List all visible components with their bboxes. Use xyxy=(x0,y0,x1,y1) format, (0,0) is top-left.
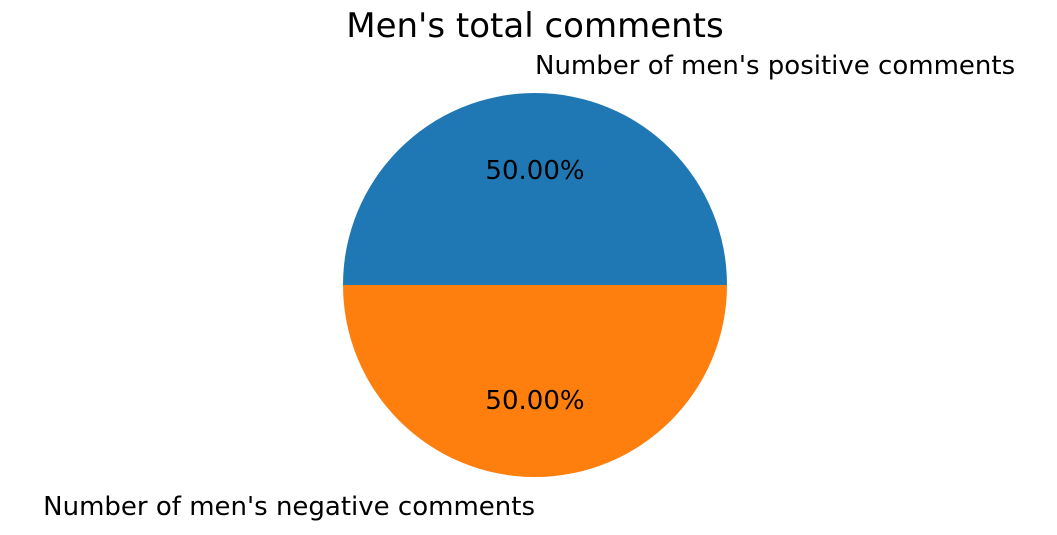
pie-slice-positive xyxy=(343,93,727,285)
pct-label-positive: 50.00% xyxy=(485,156,584,186)
slice-label-positive: Number of men's positive comments xyxy=(535,51,1015,81)
slice-label-negative: Number of men's negative comments xyxy=(43,492,535,522)
chart-title: Men's total comments xyxy=(346,6,723,46)
pie-slice-negative xyxy=(343,285,727,477)
pct-label-negative: 50.00% xyxy=(485,386,584,416)
